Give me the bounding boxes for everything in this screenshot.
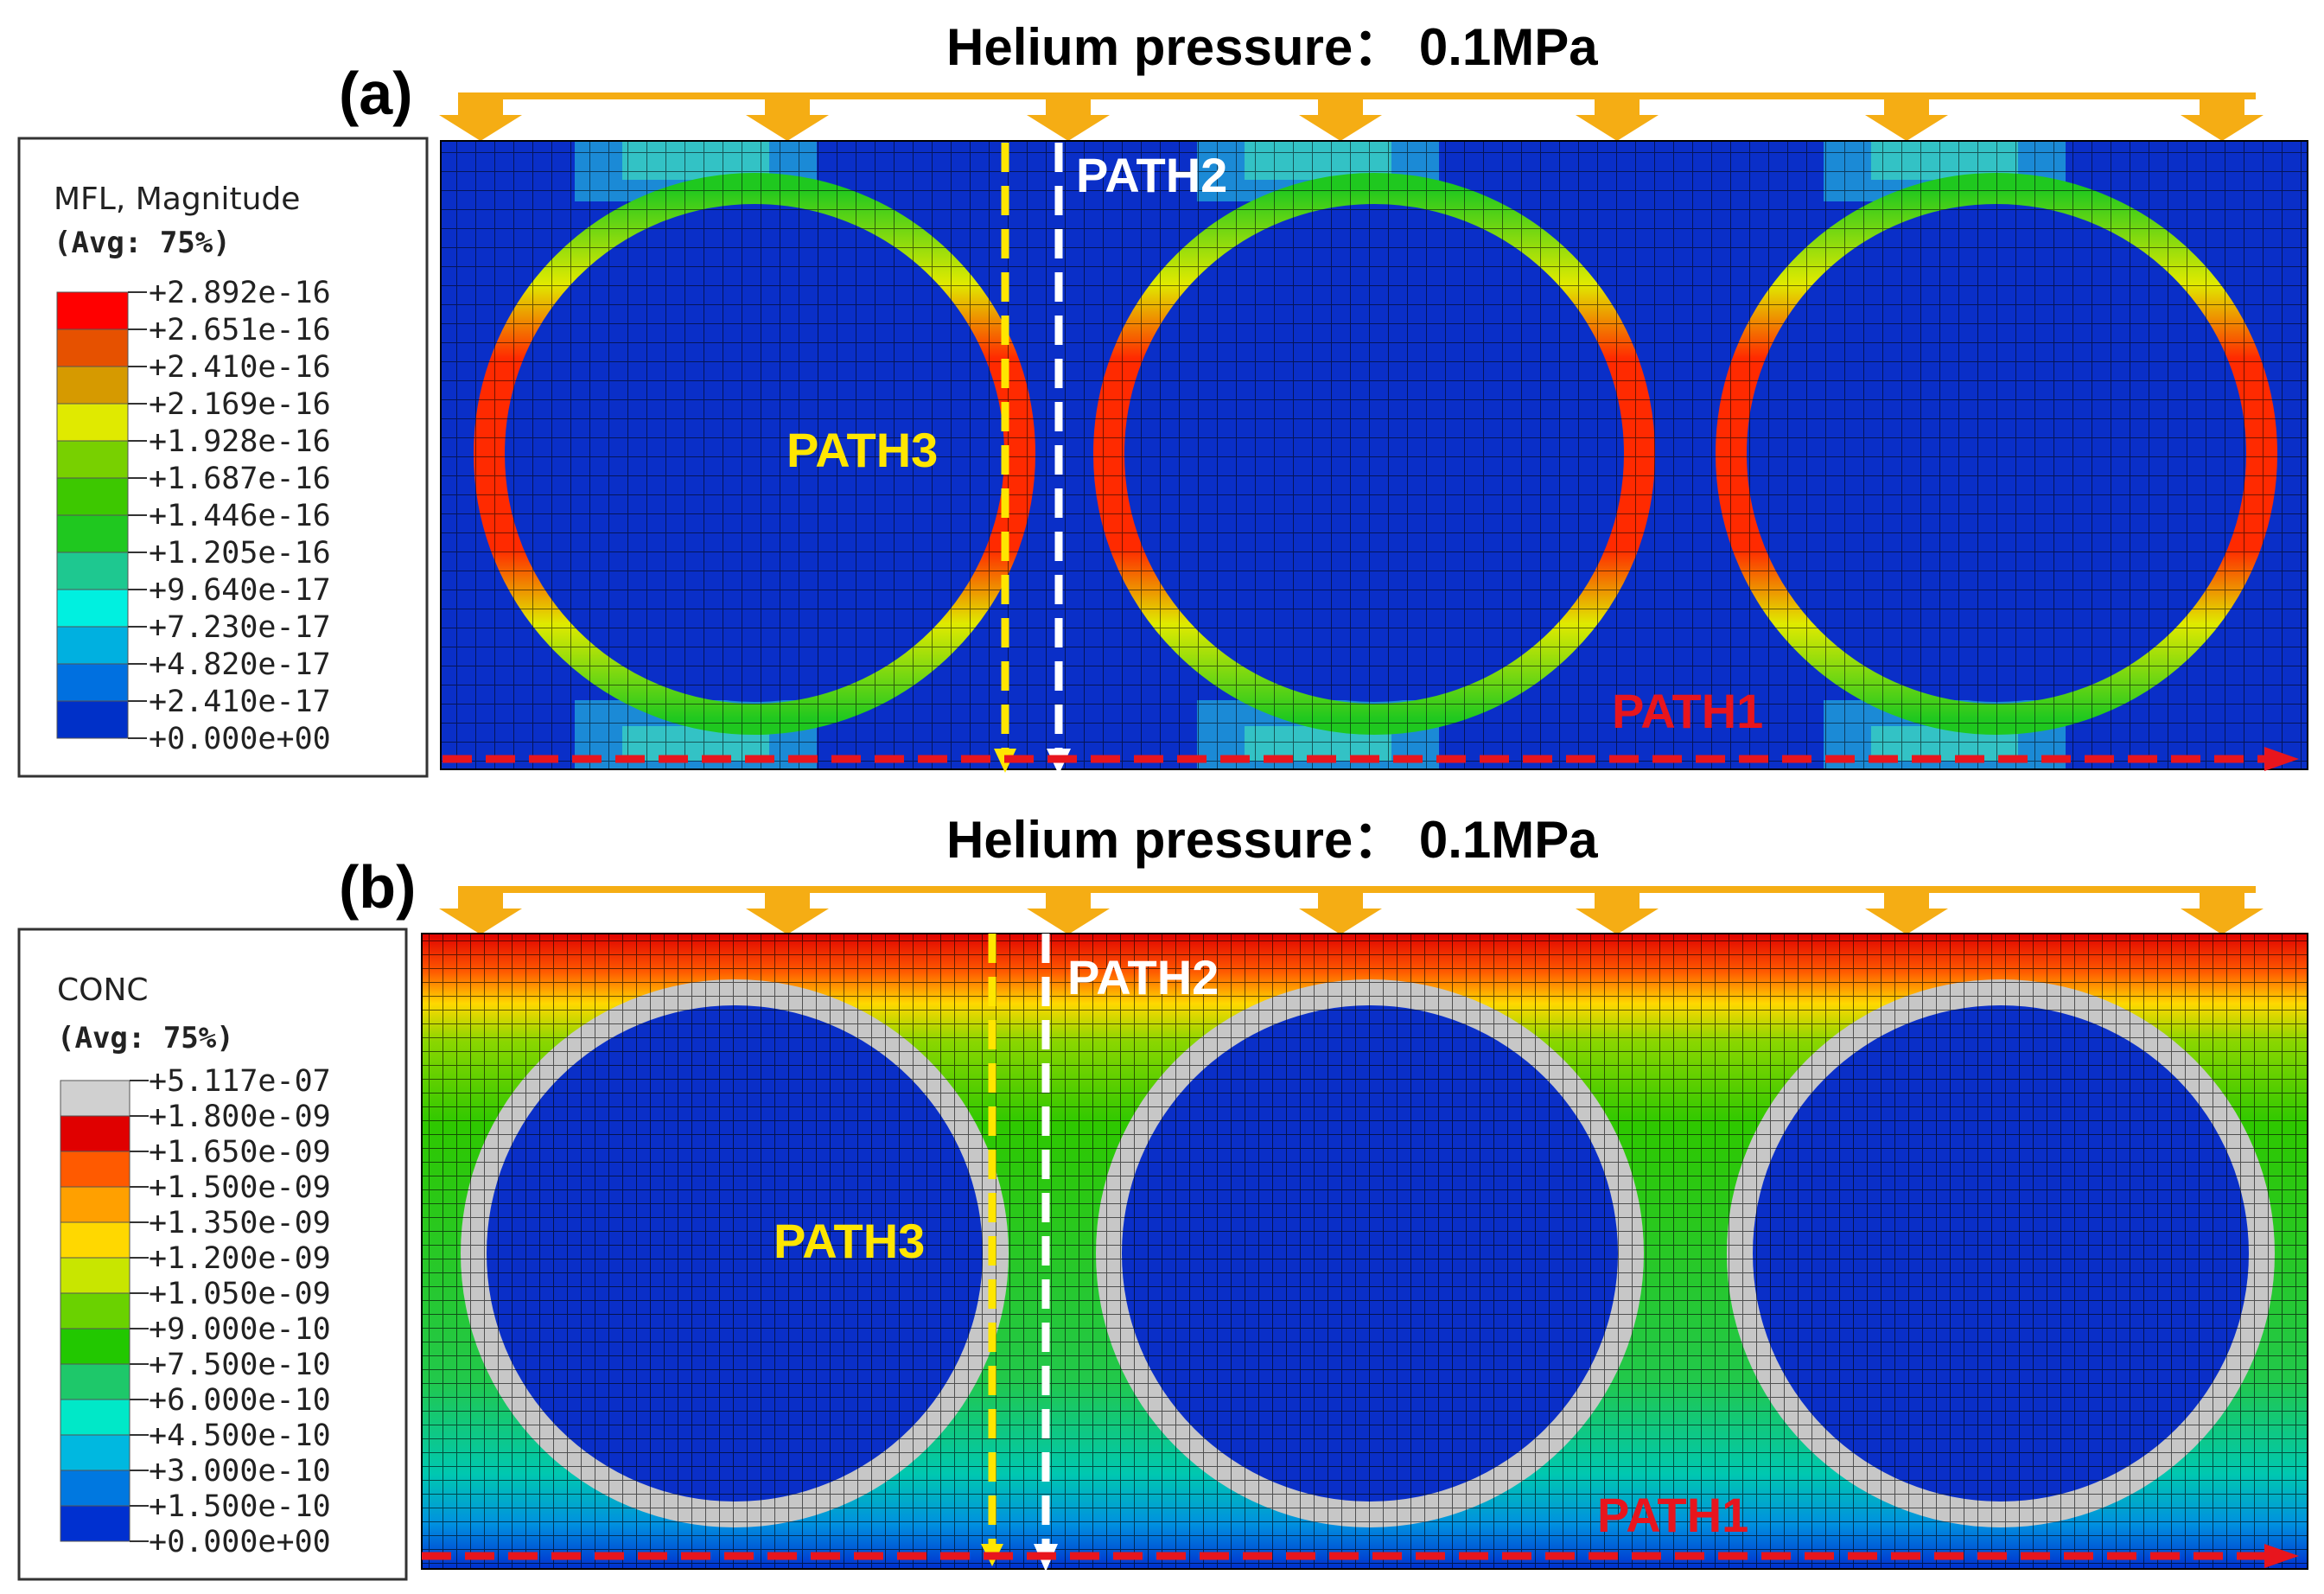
legend-b-value: +1.500e-10 — [149, 1489, 331, 1524]
path2-label-b: PATH2 — [1067, 950, 1219, 1004]
pressure-arrows-b — [439, 886, 2264, 934]
panel-b: (b) Helium pressure： 0.1MPa — [17, 811, 2308, 1581]
legend-b-swatch — [60, 1328, 131, 1365]
legend-a-value: +9.640e-17 — [149, 573, 331, 608]
pressure-arrow-icon — [1576, 893, 1659, 934]
path1-arrow-icon — [2264, 747, 2299, 771]
legend-b-value: +1.350e-09 — [149, 1206, 331, 1240]
legend-b-swatch — [60, 1080, 131, 1117]
legend-a-swatch — [56, 514, 129, 553]
legend-b-swatch — [60, 1434, 131, 1471]
legend-b-title: CONC — [57, 972, 149, 1008]
legend-a-colorbar — [56, 291, 129, 739]
legend-a-swatch — [56, 663, 129, 702]
panel-b-title: Helium pressure： 0.1MPa — [946, 811, 1598, 869]
legend-b-swatch — [60, 1399, 131, 1436]
legend-a-swatch — [56, 366, 129, 405]
legend-b-swatch — [60, 1115, 131, 1152]
legend-b-value: +7.500e-10 — [149, 1348, 331, 1382]
fem-field-a — [440, 140, 2308, 770]
legend-b-value: +9.000e-10 — [149, 1312, 331, 1347]
legend-b-value: +6.000e-10 — [149, 1383, 331, 1418]
legend-b-value: +1.500e-09 — [149, 1170, 331, 1205]
path3-label-a: PATH3 — [786, 423, 938, 477]
legend-b: CONC (Avg: 75%) +5.117e-07+1.800e-09+1.6… — [17, 928, 408, 1581]
legend-a-value: +0.000e+00 — [149, 722, 331, 756]
panel-a-title: Helium pressure： 0.1MPa — [946, 18, 1598, 76]
legend-a-swatch — [56, 589, 129, 628]
pressure-arrow-icon — [439, 99, 522, 141]
pressure-arrow-icon — [1865, 893, 1948, 934]
legend-a: MFL, Magnitude (Avg: 75%) +2.892e-16+2.6… — [17, 137, 429, 778]
legend-a-value: +2.169e-16 — [149, 387, 331, 422]
legend-b-swatch — [60, 1151, 131, 1188]
pressure-arrow-icon — [2181, 893, 2264, 934]
legend-b-value: +5.117e-07 — [149, 1064, 331, 1099]
legend-a-swatch — [56, 552, 129, 590]
pressure-arrow-icon — [1299, 893, 1382, 934]
legend-a-value: +4.820e-17 — [149, 647, 331, 682]
legend-a-swatch — [56, 700, 129, 739]
legend-b-swatch — [60, 1186, 131, 1223]
legend-a-value: +1.928e-16 — [149, 424, 331, 459]
pressure-arrow-icon — [439, 893, 522, 934]
legend-b-swatch — [60, 1363, 131, 1400]
path2-label-a: PATH2 — [1076, 148, 1227, 202]
legend-a-value: +2.410e-17 — [149, 685, 331, 719]
pressure-arrow-icon — [1865, 99, 1948, 141]
pressure-arrow-icon — [1027, 99, 1110, 141]
legend-b-value: +1.800e-09 — [149, 1100, 331, 1134]
legend-a-swatch — [56, 403, 129, 442]
panel-a-label: (a) — [339, 60, 413, 127]
legend-a-swatch — [56, 440, 129, 479]
legend-b-values: +5.117e-07+1.800e-09+1.650e-09+1.500e-09… — [130, 1064, 331, 1559]
legend-a-value: +7.230e-17 — [149, 610, 331, 645]
legend-b-swatch — [60, 1470, 131, 1507]
path3-label-b: PATH3 — [774, 1214, 925, 1268]
legend-a-swatch — [56, 626, 129, 665]
legend-a-swatch — [56, 291, 129, 330]
panel-a: (a) Helium pressure： 0.1MPa — [17, 18, 2308, 778]
legend-b-value: +1.050e-09 — [149, 1277, 331, 1311]
legend-b-value: +3.000e-10 — [149, 1454, 331, 1489]
pressure-arrow-icon — [746, 893, 829, 934]
legend-a-value: +2.892e-16 — [149, 276, 331, 310]
legend-a-swatch — [56, 477, 129, 516]
legend-a-value: +1.205e-16 — [149, 536, 331, 571]
paths-a: PATH2 PATH3 PATH1 — [443, 143, 2299, 775]
legend-a-values: +2.892e-16+2.651e-16+2.410e-16+2.169e-16… — [128, 276, 331, 756]
legend-a-value: +1.687e-16 — [149, 462, 331, 496]
legend-b-swatch — [60, 1257, 131, 1294]
legend-b-swatch — [60, 1292, 131, 1329]
pressure-arrow-icon — [1027, 893, 1110, 934]
pressure-arrow-icon — [746, 99, 829, 141]
legend-b-avg: (Avg: 75%) — [57, 1021, 234, 1055]
legend-a-swatch — [56, 328, 129, 367]
pressure-arrows-a — [439, 92, 2264, 141]
legend-b-value: +4.500e-10 — [149, 1419, 331, 1453]
fem-field-b — [421, 933, 2308, 1570]
paths-b: PATH2 PATH3 PATH1 — [422, 934, 2299, 1572]
legend-b-swatch — [60, 1505, 131, 1542]
legend-a-avg: (Avg: 75%) — [54, 226, 231, 260]
pressure-arrow-icon — [1576, 99, 1659, 141]
legend-b-value: +1.650e-09 — [149, 1135, 331, 1170]
legend-b-value: +1.200e-09 — [149, 1241, 331, 1276]
pressure-arrow-icon — [1299, 99, 1382, 141]
panel-b-label: (b) — [339, 853, 416, 921]
legend-a-title: MFL, Magnitude — [54, 182, 300, 217]
legend-b-colorbar — [60, 1080, 131, 1542]
path1-arrow-icon — [2264, 1544, 2299, 1568]
legend-a-value: +1.446e-16 — [149, 499, 331, 533]
path1-label-a: PATH1 — [1612, 684, 1763, 738]
legend-a-value: +2.651e-16 — [149, 313, 331, 347]
path1-label-b: PATH1 — [1597, 1488, 1748, 1542]
legend-a-value: +2.410e-16 — [149, 350, 331, 385]
legend-b-value: +0.000e+00 — [149, 1525, 331, 1559]
pressure-arrow-icon — [2181, 99, 2264, 141]
legend-b-swatch — [60, 1221, 131, 1259]
